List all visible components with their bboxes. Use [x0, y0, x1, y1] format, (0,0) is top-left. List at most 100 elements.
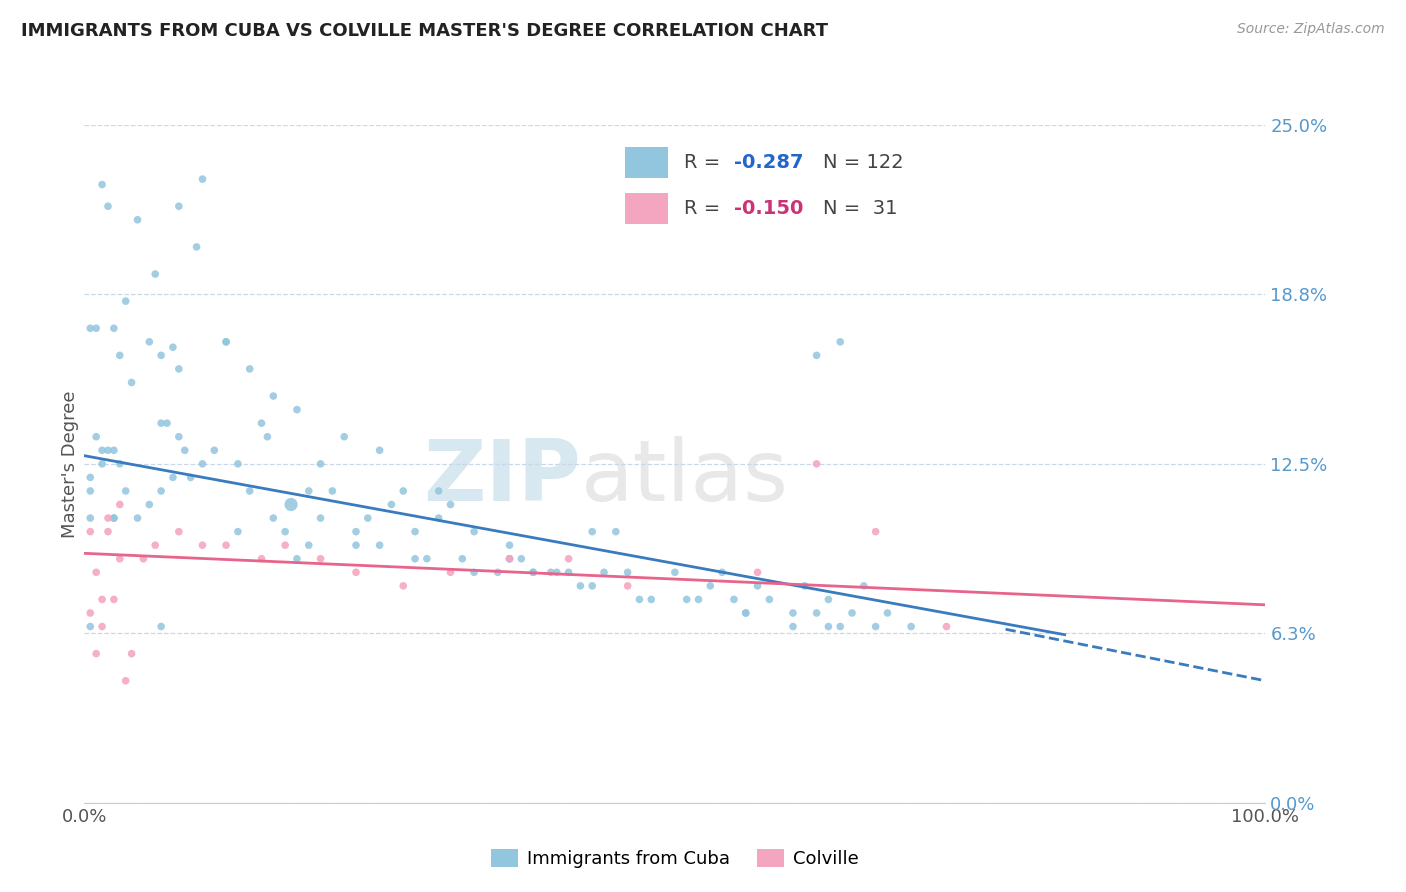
- Text: atlas: atlas: [581, 436, 789, 519]
- Point: [817, 592, 839, 607]
- Point: [865, 524, 887, 539]
- Point: [121, 647, 143, 661]
- Point: [121, 376, 143, 390]
- Point: [427, 511, 450, 525]
- Point: [79, 524, 101, 539]
- Point: [546, 566, 568, 580]
- Point: [114, 483, 136, 498]
- Point: [138, 334, 160, 349]
- Point: [91, 443, 114, 458]
- Point: [262, 389, 284, 403]
- Point: [84, 321, 107, 335]
- Point: [202, 443, 225, 458]
- Point: [486, 566, 509, 580]
- Point: [132, 551, 155, 566]
- Point: [79, 606, 101, 620]
- Point: [747, 579, 769, 593]
- Point: [427, 483, 450, 498]
- Point: [640, 592, 662, 607]
- Point: [830, 334, 852, 349]
- Point: [167, 362, 190, 376]
- Point: [285, 402, 308, 417]
- Point: [274, 538, 297, 552]
- Point: [215, 538, 238, 552]
- Point: [734, 606, 756, 620]
- Point: [675, 592, 697, 607]
- Point: [830, 619, 852, 633]
- Point: [84, 647, 107, 661]
- Point: [250, 551, 273, 566]
- Point: [103, 592, 125, 607]
- Point: [664, 566, 686, 580]
- Point: [250, 416, 273, 430]
- Point: [84, 566, 107, 580]
- Point: [344, 566, 367, 580]
- Point: [162, 340, 184, 354]
- Point: [806, 348, 828, 362]
- Point: [298, 538, 321, 552]
- Point: [79, 619, 101, 633]
- Point: [711, 566, 734, 580]
- Point: [688, 592, 710, 607]
- Point: [605, 524, 627, 539]
- Point: [167, 199, 190, 213]
- Point: [97, 511, 120, 525]
- Point: [108, 457, 131, 471]
- Point: [103, 443, 125, 458]
- Point: [256, 430, 278, 444]
- Point: [699, 579, 721, 593]
- Point: [852, 579, 875, 593]
- Point: [280, 498, 302, 512]
- Point: [215, 334, 238, 349]
- Point: [103, 511, 125, 525]
- Y-axis label: Master's Degree: Master's Degree: [60, 390, 79, 538]
- Point: [186, 240, 208, 254]
- Point: [782, 606, 804, 620]
- Point: [108, 551, 131, 566]
- Point: [734, 606, 756, 620]
- Point: [806, 457, 828, 471]
- Point: [150, 416, 173, 430]
- Point: [581, 579, 603, 593]
- Point: [522, 566, 544, 580]
- Point: [150, 348, 173, 362]
- Text: N = 122: N = 122: [823, 153, 904, 172]
- Point: [876, 606, 898, 620]
- Point: [79, 321, 101, 335]
- Point: [747, 566, 769, 580]
- Point: [806, 606, 828, 620]
- Point: [498, 538, 520, 552]
- Point: [309, 551, 332, 566]
- Point: [180, 470, 202, 484]
- Point: [841, 606, 863, 620]
- Point: [191, 172, 214, 186]
- Point: [522, 566, 544, 580]
- Point: [143, 267, 166, 281]
- Point: [91, 178, 114, 192]
- Point: [156, 416, 179, 430]
- Point: [150, 483, 173, 498]
- Point: [451, 551, 474, 566]
- Point: [127, 511, 149, 525]
- Point: [79, 470, 101, 484]
- Point: [79, 483, 101, 498]
- Point: [510, 551, 533, 566]
- Point: [439, 498, 461, 512]
- Point: [91, 592, 114, 607]
- Point: [162, 470, 184, 484]
- Point: [79, 511, 101, 525]
- Point: [285, 551, 308, 566]
- Point: [404, 524, 426, 539]
- Text: ZIP: ZIP: [423, 436, 581, 519]
- Text: Source: ZipAtlas.com: Source: ZipAtlas.com: [1237, 22, 1385, 37]
- Point: [616, 566, 638, 580]
- Point: [309, 511, 332, 525]
- Point: [173, 443, 195, 458]
- Point: [239, 362, 262, 376]
- Point: [321, 483, 343, 498]
- Point: [540, 566, 562, 580]
- Point: [392, 483, 415, 498]
- Point: [498, 551, 520, 566]
- Point: [758, 592, 780, 607]
- Point: [416, 551, 439, 566]
